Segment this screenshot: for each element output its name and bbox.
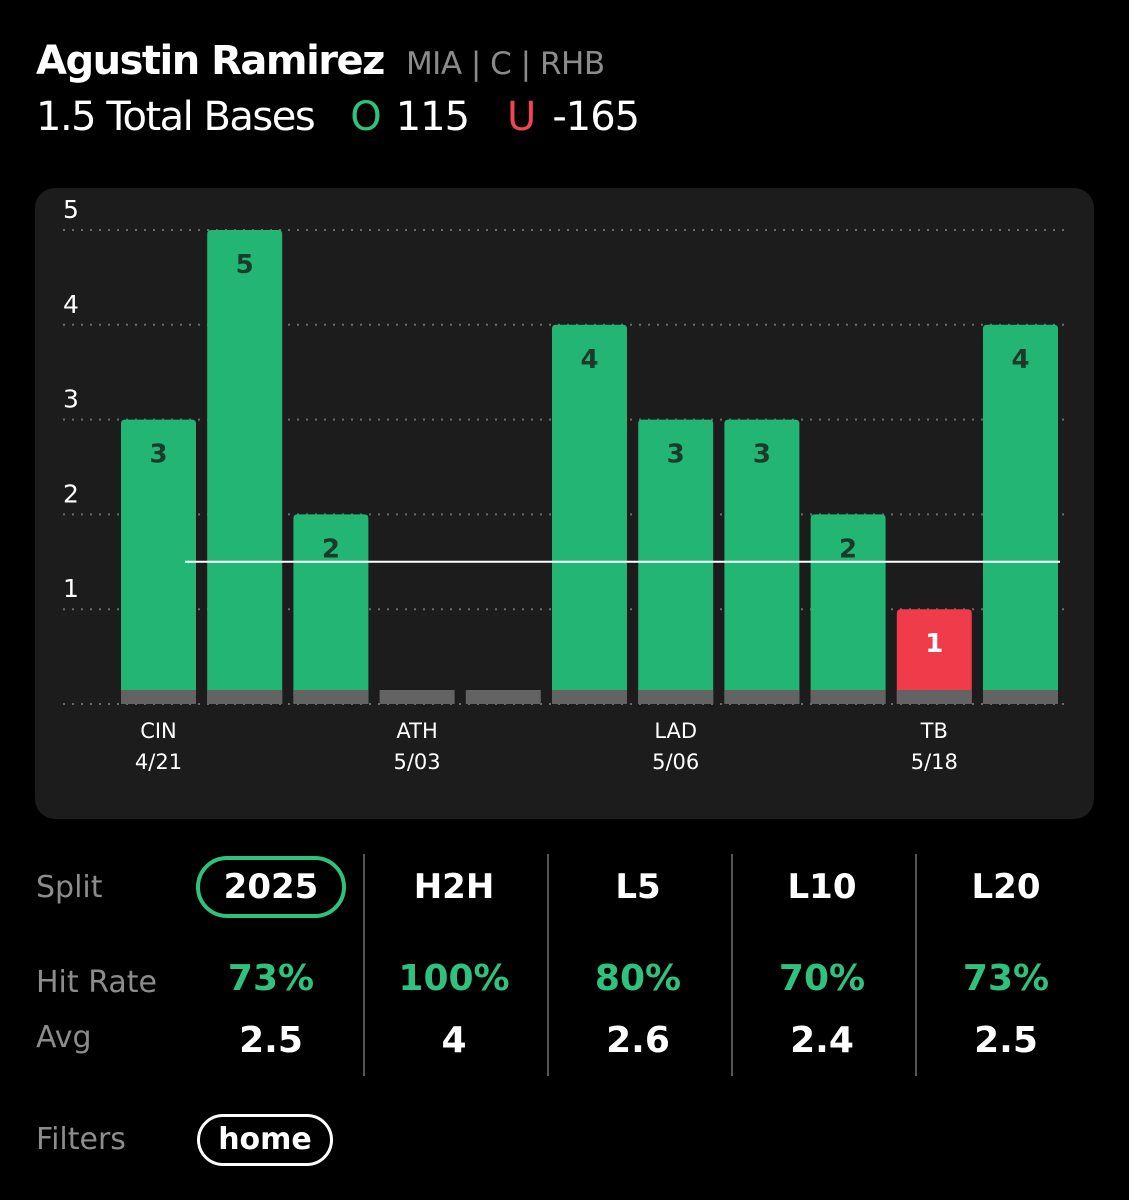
bar-under xyxy=(896,609,972,704)
under-odds: -165 xyxy=(552,94,640,140)
bar-over xyxy=(983,324,1058,704)
avg-value: 4 xyxy=(441,1020,467,1061)
bar-base xyxy=(810,690,886,704)
y-tick-label: 3 xyxy=(63,385,79,414)
bar-base xyxy=(121,690,196,704)
column-divider xyxy=(731,854,733,1076)
bar-base xyxy=(465,690,541,704)
prop-label: 1.5 Total Bases xyxy=(36,94,316,140)
bar-base xyxy=(896,690,972,704)
hit-rate-row-label: Hit Rate xyxy=(36,965,157,1000)
chart-card: 1 2 3 4 5 3 5 2 4 3 3 2 1 4 CIN 4/21 ATH 5/03 LAD 5/06 TB 5/1… xyxy=(35,188,1094,819)
bar-chart: 1 2 3 4 5 3 5 2 4 3 3 2 1 4 CIN 4/21 ATH 5/03 LAD 5/06 TB 5/1… xyxy=(63,195,1067,774)
split-tab-l10[interactable]: L10 xyxy=(787,867,857,907)
hit-rate-value: 73% xyxy=(227,958,315,999)
avg-value: 2.4 xyxy=(790,1020,854,1061)
y-tick-label: 2 xyxy=(63,479,79,508)
x-team-label: ATH xyxy=(396,719,437,743)
under-indicator: U xyxy=(507,94,537,140)
split-row-label: Split xyxy=(36,870,103,905)
hit-rate-value: 80% xyxy=(594,958,682,999)
avg-value: 2.6 xyxy=(606,1020,670,1061)
player-name-row: Agustin Ramirez MIA | C | RHB xyxy=(36,38,639,84)
player-header: Agustin Ramirez MIA | C | RHB 1.5 Total … xyxy=(36,38,640,140)
avg-row-label: Avg xyxy=(36,1020,92,1055)
bar-value-label: 4 xyxy=(1011,345,1029,375)
avg-value: 2.5 xyxy=(974,1020,1038,1061)
player-meta: MIA | C | RHB xyxy=(405,46,605,82)
filters-row-label: Filters xyxy=(36,1122,126,1157)
avg-value: 2.5 xyxy=(239,1020,303,1061)
split-tab-l20[interactable]: L20 xyxy=(971,867,1041,907)
over-indicator: O xyxy=(350,94,382,140)
filter-chip-home[interactable]: home xyxy=(197,1114,333,1166)
split-tab-2025[interactable]: 2025 xyxy=(196,856,346,918)
bar-value-label: 5 xyxy=(236,250,254,280)
x-team-label: TB xyxy=(920,719,948,743)
hit-rate-value: 100% xyxy=(398,958,510,999)
x-date-label: 5/03 xyxy=(394,750,441,774)
bar-value-label: 2 xyxy=(839,534,857,564)
y-tick-label: 4 xyxy=(63,290,79,319)
bar-value-label: 3 xyxy=(753,440,771,470)
split-tab-l5[interactable]: L5 xyxy=(615,867,661,907)
bar-base xyxy=(207,690,283,704)
bar-base xyxy=(983,690,1058,704)
bar-value-label: 4 xyxy=(580,345,598,375)
prop-row: 1.5 Total Bases O 115 U -165 xyxy=(36,94,640,140)
x-date-label: 4/21 xyxy=(135,750,182,774)
y-tick-label: 5 xyxy=(63,195,79,224)
bar-base xyxy=(724,690,800,704)
bar-over xyxy=(121,419,196,704)
over-odds: 115 xyxy=(395,94,470,140)
player-name: Agustin Ramirez xyxy=(36,38,385,84)
bar-over xyxy=(207,230,283,704)
bar-value-label: 3 xyxy=(667,440,685,470)
x-team-label: LAD xyxy=(654,719,697,743)
bar-value-label: 3 xyxy=(149,440,167,470)
stats-panel: Split Hit Rate Avg Filters 2025 73% 2.5 … xyxy=(0,840,1129,1200)
x-date-label: 5/18 xyxy=(911,750,958,774)
hit-rate-value: 70% xyxy=(778,958,866,999)
bar-base xyxy=(552,690,627,704)
x-date-label: 5/06 xyxy=(652,750,699,774)
bar-base xyxy=(379,690,455,704)
column-divider xyxy=(547,854,549,1076)
bar-value-label: 2 xyxy=(322,534,340,564)
bar-base xyxy=(293,690,369,704)
column-divider xyxy=(363,854,365,1076)
column-divider xyxy=(915,854,917,1076)
y-tick-label: 1 xyxy=(63,574,79,603)
bar-over xyxy=(552,324,627,704)
bar-value-label: 1 xyxy=(925,629,943,659)
hit-rate-value: 73% xyxy=(962,958,1050,999)
split-tab-h2h[interactable]: H2H xyxy=(413,867,495,907)
x-team-label: CIN xyxy=(140,719,177,743)
bar-base xyxy=(638,690,714,704)
